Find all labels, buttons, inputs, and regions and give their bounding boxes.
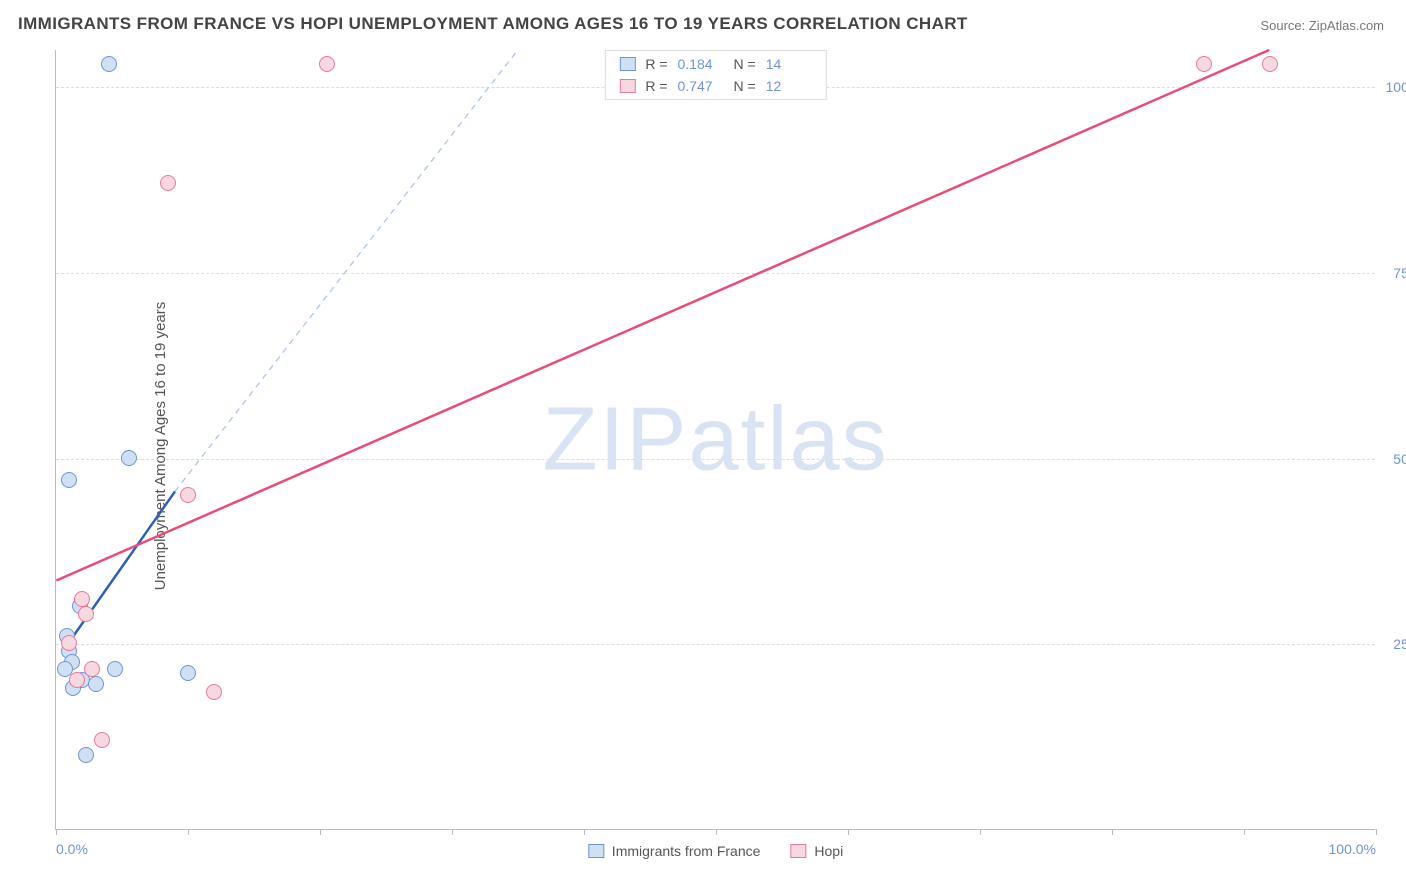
- legend-swatch-series2: [790, 844, 806, 858]
- point-series1: [180, 665, 196, 681]
- legend-n-value-series2: 12: [766, 78, 812, 94]
- x-tick: [452, 829, 453, 835]
- x-tick-label: 100.0%: [1329, 841, 1376, 857]
- legend-r-label: R =: [645, 56, 667, 72]
- y-tick-label: 25.0%: [1393, 636, 1406, 652]
- plot-area: ZIPatlas R = 0.184 N = 14 R = 0.747 N = …: [55, 50, 1375, 830]
- point-series2: [69, 672, 85, 688]
- point-series1: [88, 676, 104, 692]
- legend-n-value-series1: 14: [766, 56, 812, 72]
- chart-title: IMMIGRANTS FROM FRANCE VS HOPI UNEMPLOYM…: [18, 14, 968, 34]
- chart-container: IMMIGRANTS FROM FRANCE VS HOPI UNEMPLOYM…: [0, 0, 1406, 892]
- legend-label-series2: Hopi: [814, 843, 843, 859]
- point-series2: [319, 56, 335, 72]
- point-series2: [1262, 56, 1278, 72]
- y-tick-label: 50.0%: [1393, 451, 1406, 467]
- y-tick-label: 75.0%: [1393, 265, 1406, 281]
- trend-lines-layer: [56, 50, 1375, 829]
- legend-item-series2: Hopi: [790, 843, 843, 859]
- legend-n-label: N =: [734, 78, 756, 94]
- point-series1: [61, 472, 77, 488]
- x-tick: [848, 829, 849, 835]
- legend-row-series1: R = 0.184 N = 14: [605, 53, 825, 75]
- point-series2: [1196, 56, 1212, 72]
- point-series2: [74, 591, 90, 607]
- point-series2: [206, 684, 222, 700]
- trend-line: [56, 50, 1269, 580]
- point-series2: [78, 606, 94, 622]
- x-tick: [1112, 829, 1113, 835]
- legend-r-value-series2: 0.747: [678, 78, 724, 94]
- legend-r-value-series1: 0.184: [678, 56, 724, 72]
- x-tick: [1376, 829, 1377, 835]
- x-tick-label: 0.0%: [56, 841, 88, 857]
- legend-swatch-series2: [619, 79, 635, 93]
- x-tick: [980, 829, 981, 835]
- legend-label-series1: Immigrants from France: [612, 843, 761, 859]
- legend-series: Immigrants from France Hopi: [588, 843, 843, 859]
- legend-item-series1: Immigrants from France: [588, 843, 761, 859]
- legend-correlation: R = 0.184 N = 14 R = 0.747 N = 12: [604, 50, 826, 100]
- x-tick: [320, 829, 321, 835]
- point-series2: [94, 732, 110, 748]
- x-tick: [56, 829, 57, 835]
- legend-row-series2: R = 0.747 N = 12: [605, 75, 825, 97]
- point-series2: [61, 635, 77, 651]
- point-series1: [107, 661, 123, 677]
- x-tick: [188, 829, 189, 835]
- point-series1: [78, 747, 94, 763]
- point-series1: [121, 450, 137, 466]
- point-series2: [180, 487, 196, 503]
- source-label: Source: ZipAtlas.com: [1260, 18, 1384, 33]
- legend-r-label: R =: [645, 78, 667, 94]
- point-series2: [84, 661, 100, 677]
- trend-line: [175, 50, 518, 491]
- x-tick: [716, 829, 717, 835]
- point-series1: [101, 56, 117, 72]
- x-tick: [1244, 829, 1245, 835]
- x-tick: [584, 829, 585, 835]
- legend-swatch-series1: [619, 57, 635, 71]
- legend-swatch-series1: [588, 844, 604, 858]
- legend-n-label: N =: [734, 56, 756, 72]
- y-tick-label: 100.0%: [1386, 79, 1406, 95]
- point-series2: [160, 175, 176, 191]
